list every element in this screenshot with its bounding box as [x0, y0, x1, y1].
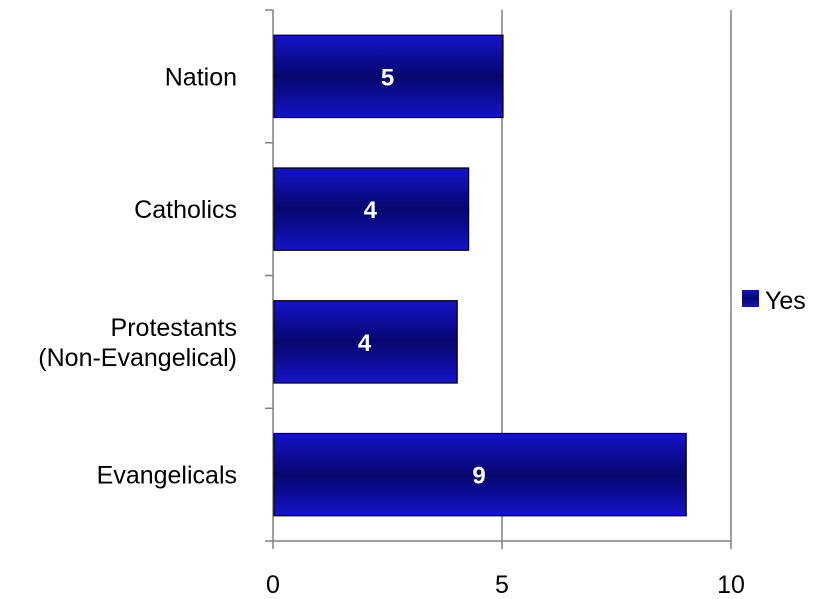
- bar-3: [273, 432, 687, 517]
- category-label-0: Nation: [165, 63, 237, 91]
- category-label-3: Evangelicals: [97, 462, 237, 490]
- data-label-2: 4: [358, 330, 372, 357]
- legend-label-yes: Yes: [765, 287, 806, 315]
- bar-1: [273, 167, 470, 251]
- data-label-1: 4: [364, 197, 378, 224]
- bars: 5 4 4 9: [273, 34, 687, 517]
- data-label-0: 5: [381, 64, 394, 91]
- axes: [265, 9, 732, 549]
- legend: Yes: [742, 287, 806, 315]
- x-tick-label-1: 5: [495, 571, 509, 599]
- category-label-1: Catholics: [134, 196, 237, 224]
- bar-0: [273, 34, 504, 119]
- data-label-3: 9: [472, 463, 485, 490]
- x-tick-label-2: 10: [717, 571, 745, 599]
- legend-swatch-yes: [742, 290, 759, 307]
- bar-2: [273, 300, 458, 384]
- x-tick-label-0: 0: [266, 571, 280, 599]
- x-tick-labels: 0 5 10: [266, 571, 745, 599]
- category-labels: Nation Catholics Protestants (Non-Evangelic…: [38, 63, 237, 489]
- category-label-2: Protestants (Non-Evangelical): [38, 314, 237, 372]
